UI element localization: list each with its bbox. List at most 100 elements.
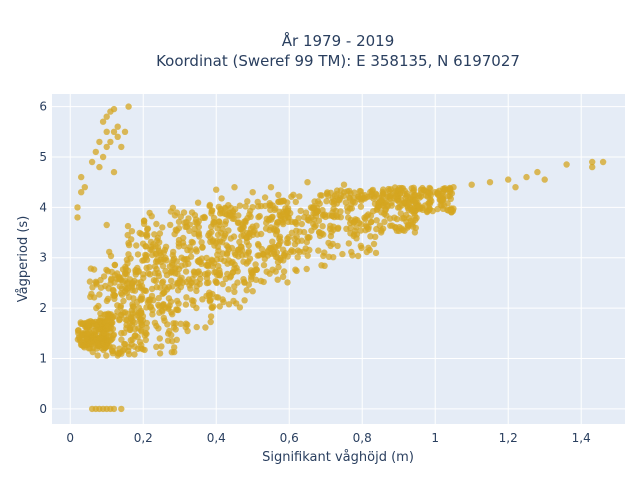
data-point xyxy=(100,273,108,280)
data-point xyxy=(357,203,365,210)
data-point xyxy=(193,304,200,312)
data-point xyxy=(288,193,295,200)
data-point xyxy=(104,343,111,350)
data-point xyxy=(172,226,179,233)
data-point xyxy=(252,261,259,268)
data-point xyxy=(133,242,140,249)
data-point xyxy=(381,218,388,225)
data-point xyxy=(238,233,245,240)
data-point xyxy=(103,113,110,120)
data-point xyxy=(131,325,139,333)
data-point xyxy=(154,234,161,242)
data-point xyxy=(269,213,276,220)
data-point xyxy=(100,346,107,354)
data-point xyxy=(367,212,375,219)
data-point xyxy=(284,279,291,286)
data-point xyxy=(118,405,125,413)
data-point xyxy=(368,218,375,226)
data-point xyxy=(236,202,244,209)
data-point xyxy=(268,250,275,257)
data-point xyxy=(323,198,330,205)
data-point xyxy=(120,297,127,305)
data-point xyxy=(171,344,178,351)
data-point xyxy=(406,194,413,201)
data-point xyxy=(179,239,187,246)
data-point xyxy=(174,287,182,294)
data-point xyxy=(194,199,202,206)
data-point xyxy=(74,204,81,211)
data-point xyxy=(160,289,167,297)
data-point xyxy=(306,234,313,241)
data-point xyxy=(186,244,193,251)
data-point xyxy=(155,272,163,280)
data-point xyxy=(250,228,257,236)
data-point xyxy=(354,252,362,260)
data-point xyxy=(173,306,181,313)
data-point xyxy=(399,226,406,234)
data-point xyxy=(347,224,354,232)
data-point xyxy=(345,240,352,247)
data-point xyxy=(128,313,135,321)
data-point xyxy=(397,210,404,217)
data-point xyxy=(260,278,267,286)
y-axis-ticks: 0 1 2 3 4 5 6 xyxy=(39,100,47,416)
data-point xyxy=(348,200,355,207)
data-point xyxy=(599,158,607,166)
data-point xyxy=(128,236,135,243)
data-point xyxy=(297,207,304,214)
data-point xyxy=(195,223,202,231)
data-point xyxy=(247,276,255,283)
data-point xyxy=(291,235,298,242)
data-point xyxy=(203,275,211,282)
data-point xyxy=(96,163,103,171)
data-point xyxy=(301,214,308,221)
data-point xyxy=(260,261,268,269)
data-point xyxy=(246,211,253,218)
data-point xyxy=(409,206,416,213)
data-point xyxy=(207,318,214,326)
data-point xyxy=(75,327,82,334)
data-point xyxy=(345,214,352,221)
data-point xyxy=(365,244,372,251)
data-point xyxy=(169,252,176,259)
data-point xyxy=(144,225,152,232)
y-tick-label: 5 xyxy=(39,150,47,164)
data-point xyxy=(260,251,267,258)
data-point xyxy=(81,184,89,191)
data-point xyxy=(318,230,325,237)
data-point xyxy=(246,233,253,240)
data-point xyxy=(411,229,419,236)
data-point xyxy=(103,352,110,359)
data-point xyxy=(293,220,300,227)
data-point xyxy=(169,204,177,211)
data-point xyxy=(141,287,148,294)
data-point xyxy=(89,340,96,348)
data-point xyxy=(358,244,365,252)
data-point xyxy=(274,219,281,226)
data-point xyxy=(254,240,262,248)
data-point xyxy=(221,221,229,228)
data-point xyxy=(143,324,150,332)
data-point xyxy=(377,198,385,205)
data-point xyxy=(127,337,134,344)
data-point xyxy=(368,191,375,198)
data-point xyxy=(340,181,348,188)
data-point xyxy=(379,225,387,232)
x-tick-label: 0,6 xyxy=(280,431,299,445)
data-point xyxy=(168,277,175,284)
data-point xyxy=(208,256,215,263)
data-point xyxy=(180,234,187,242)
y-axis-title: Vågperiod (s) xyxy=(16,216,31,303)
data-point xyxy=(169,338,176,345)
data-point xyxy=(193,216,200,223)
data-point xyxy=(137,278,145,286)
data-point xyxy=(321,262,328,269)
data-point xyxy=(90,266,98,273)
data-point xyxy=(221,204,229,211)
data-point xyxy=(589,158,596,166)
data-point xyxy=(108,347,116,354)
data-point xyxy=(280,268,288,275)
data-point xyxy=(304,252,311,259)
